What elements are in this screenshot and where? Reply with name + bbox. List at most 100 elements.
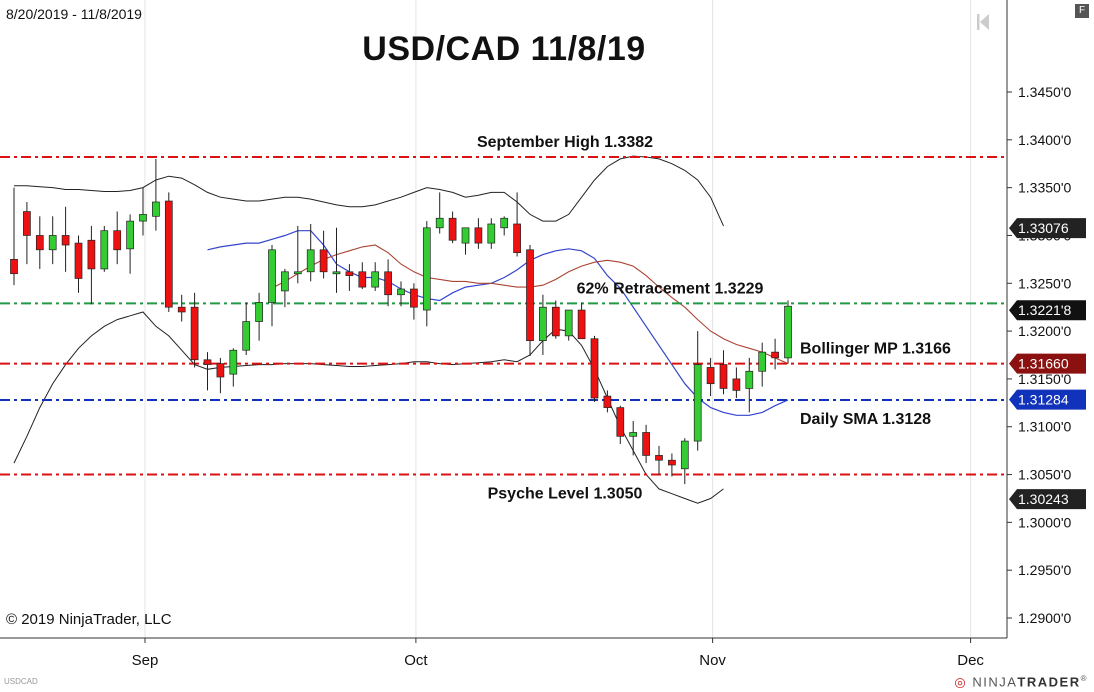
candle [371,262,380,291]
candle-body [500,217,509,229]
candle [281,268,289,308]
y-tick-label: 1.3000'0 [1018,514,1071,530]
candle [526,245,534,356]
candle [242,302,251,355]
y-tick-label: 1.3250'0 [1018,275,1071,291]
indicators [13,155,789,504]
f-button[interactable]: F [1075,4,1089,18]
candle [358,262,367,290]
candle-body [706,367,715,385]
candle [345,264,354,291]
candle [719,350,728,395]
candle-body [371,271,380,288]
candle-body [10,259,18,275]
grid [144,0,972,638]
candle [410,283,418,320]
candle [435,192,444,234]
candle [306,223,315,282]
candle [771,338,779,370]
y-tick-label: 1.3150'0 [1018,371,1071,387]
candle-body [758,351,767,372]
candle-body [448,217,457,241]
candle [152,158,160,231]
x-tick-label: Dec [957,652,984,669]
price-tag-box [1009,353,1086,374]
candle [629,420,638,456]
symbol-watermark: USDCAD [4,677,38,686]
skip-back-icon[interactable] [976,12,990,32]
candle-body [603,395,612,408]
candle-body [693,364,702,442]
candle [319,230,328,279]
candle-body [435,217,444,229]
candle-body [203,359,212,365]
candle [642,424,650,464]
candle [758,342,767,387]
candle-body [397,288,405,296]
candle [680,438,689,485]
candle-body [48,235,57,251]
price-tag-label: 1.3221'8 [1018,302,1071,318]
candle [255,292,263,341]
candle [293,225,302,284]
candle [332,227,341,293]
candle-body [771,351,779,359]
candle [268,245,276,327]
candle-body [216,363,225,378]
candle [48,216,57,265]
candle-body [358,271,367,288]
y-tick-label: 1.3450'0 [1018,84,1071,100]
candle [461,227,470,255]
price-tag-box [1009,300,1086,321]
brand-prefix: NINJA [972,674,1018,690]
x-tick-label: Sep [132,652,159,669]
price-tag: 1.33076 [1009,218,1086,239]
candle-body [655,455,663,461]
candle [23,201,31,265]
candle-body [564,309,573,337]
price-tag-box [1009,489,1086,510]
candle [74,235,83,293]
candle [203,352,212,391]
candle-body [190,306,199,361]
candle [732,367,741,399]
candle-body [551,306,560,337]
candle [655,445,663,475]
candle-body [590,338,599,399]
candle [784,300,792,364]
brand-suffix: TRADER [1017,674,1081,690]
candle-body [784,305,792,359]
candle-body [229,349,238,375]
candle-body [332,271,341,275]
x-tick-label: Nov [699,652,726,669]
brand-swirl-icon: ◎ [954,674,968,690]
candle [139,187,147,236]
candle-body [732,378,741,391]
candle-body [268,249,276,303]
date-range: 8/20/2019 - 11/8/2019 [6,6,142,22]
candle [564,309,573,341]
candle [190,292,199,368]
candle [164,192,173,312]
candle-body [680,440,689,470]
candle-body [539,306,547,342]
candle-body [474,227,483,244]
candle-body [487,223,496,244]
candle [551,300,560,339]
candle-body [422,227,431,311]
candle-body [164,200,173,308]
brand-logo: ◎ NINJATRADER® [954,674,1088,690]
candle-body [384,271,392,296]
brand-reg: ® [1080,674,1088,683]
price-tags: 1.33076 1.3221'8 1.31660 1.31284 1.30243 [1009,218,1086,510]
candle [397,281,405,307]
candle-body [345,271,354,276]
price-tag: 1.31660 [1009,353,1086,374]
level-lines: September High 1.3382 62% Retracement 1.3… [0,134,1007,503]
candle-body [139,214,147,222]
candle [448,211,457,244]
x-tick-label: Oct [404,652,428,669]
candle-body [281,271,289,292]
candle [10,187,18,286]
